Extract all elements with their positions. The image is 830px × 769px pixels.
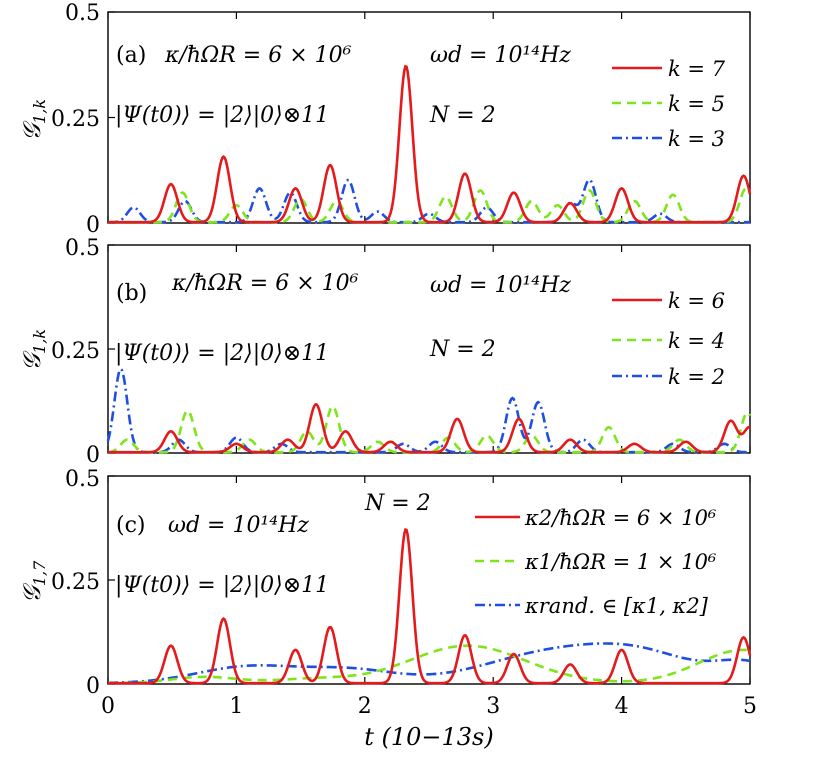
panel-b-series-k-2: [106, 367, 751, 454]
panel-a-ytick-025: 0.25: [51, 107, 100, 132]
panel-a: 𝒢1,k 0.5 0.25 0 (a) κ/ħΩR = 6 × 10⁶ ωd =…: [18, 1, 752, 238]
legend-c-kappa1: κ1/ħΩR = 1 × 10⁶: [524, 550, 717, 574]
panel-c-ytick-0: 0: [86, 674, 100, 699]
panel-a-series-k-7: [108, 64, 752, 224]
panel-b-label: (b): [116, 281, 147, 306]
panel-c-ylabel: 𝒢1,7: [18, 560, 49, 603]
panel-b-series-k-6: [108, 403, 751, 454]
legend-b-k2: k = 2: [668, 365, 725, 389]
panel-a-N: N = 2: [429, 103, 496, 128]
legend-b-k6: k = 6: [668, 289, 725, 313]
panel-a-ylabel: 𝒢1,k: [18, 99, 49, 141]
panel-b-ytick-0: 0: [86, 443, 100, 468]
panel-a-ytick-0: 0: [86, 213, 100, 238]
panel-a-psi: |Ψ(t0)⟩ = |2⟩|0⟩⊗11: [115, 103, 329, 128]
panel-c-ytick-025: 0.25: [51, 570, 100, 595]
x-tick-label-0: 0: [101, 694, 115, 719]
panel-a-kappa: κ/ħΩR = 6 × 10⁶: [164, 43, 352, 68]
panel-b-psi: |Ψ(t0)⟩ = |2⟩|0⟩⊗11: [115, 341, 329, 366]
panel-b-ytick-025: 0.25: [51, 339, 100, 364]
legend-b-k4: k = 4: [668, 329, 725, 353]
panel-c-legend: κ2/ħΩR = 6 × 10⁶ κ1/ħΩR = 1 × 10⁶ κrand.…: [475, 506, 717, 618]
x-axis-label: t (10−13s): [364, 723, 494, 751]
panel-b-legend: k = 6 k = 4 k = 2: [612, 289, 725, 389]
panel-b-kappa: κ/ħΩR = 6 × 10⁶: [171, 271, 359, 296]
panel-b: 𝒢1,k 0.5 0.25 0 (b) κ/ħΩR = 6 × 10⁶ ωd =…: [18, 236, 752, 468]
panel-a-legend: k = 7 k = 5 k = 3: [612, 57, 726, 151]
panel-a-omega: ωd = 10¹⁴Hz: [430, 43, 571, 68]
panel-c-N: N = 2: [364, 491, 431, 516]
panel-c-psi: |Ψ(t0)⟩ = |2⟩|0⟩⊗11: [115, 573, 329, 598]
panel-a-label: (a): [116, 43, 146, 68]
panel-c: 𝒢1,7 0.5 0.25 0 (c) ωd = 10¹⁴Hz |Ψ(t0)⟩ …: [18, 467, 752, 699]
legend-a-k7: k = 7: [668, 57, 726, 81]
panel-b-ylabel: 𝒢1,k: [18, 329, 49, 371]
panel-a-ytick-05: 0.5: [65, 1, 100, 26]
legend-a-k3: k = 3: [668, 127, 725, 151]
panel-c-omega: ωd = 10¹⁴Hz: [168, 513, 309, 538]
legend-a-k5: k = 5: [668, 92, 725, 116]
x-tick-label-3: 3: [486, 694, 500, 719]
panel-c-series--1-r-1-10-: [107, 644, 751, 685]
x-axis: 0 1 2 3 4 5: [101, 694, 757, 719]
panel-a-series-k-3: [108, 178, 750, 224]
panel-b-omega: ωd = 10¹⁴Hz: [430, 273, 571, 298]
x-tick-label-1: 1: [229, 694, 243, 719]
panel-c-label: (c): [116, 513, 146, 538]
x-tick-label-2: 2: [358, 694, 372, 719]
panel-c-ytick-05: 0.5: [65, 467, 100, 492]
panel-a-series-k-5: [108, 187, 752, 224]
x-tick-label-5: 5: [743, 694, 757, 719]
panel-b-N: N = 2: [429, 337, 496, 362]
x-tick-label-4: 4: [615, 694, 629, 719]
legend-c-kappa2: κ2/ħΩR = 6 × 10⁶: [524, 506, 717, 530]
legend-c-krand: κrand. ∈ [κ1, κ2]: [524, 594, 709, 618]
panel-c-series--rand-1-2-: [107, 642, 751, 685]
panel-b-ytick-05: 0.5: [65, 236, 100, 261]
panel-c-series--2-r-6-10-: [108, 527, 752, 685]
panel-b-series-k-4: [107, 404, 752, 454]
